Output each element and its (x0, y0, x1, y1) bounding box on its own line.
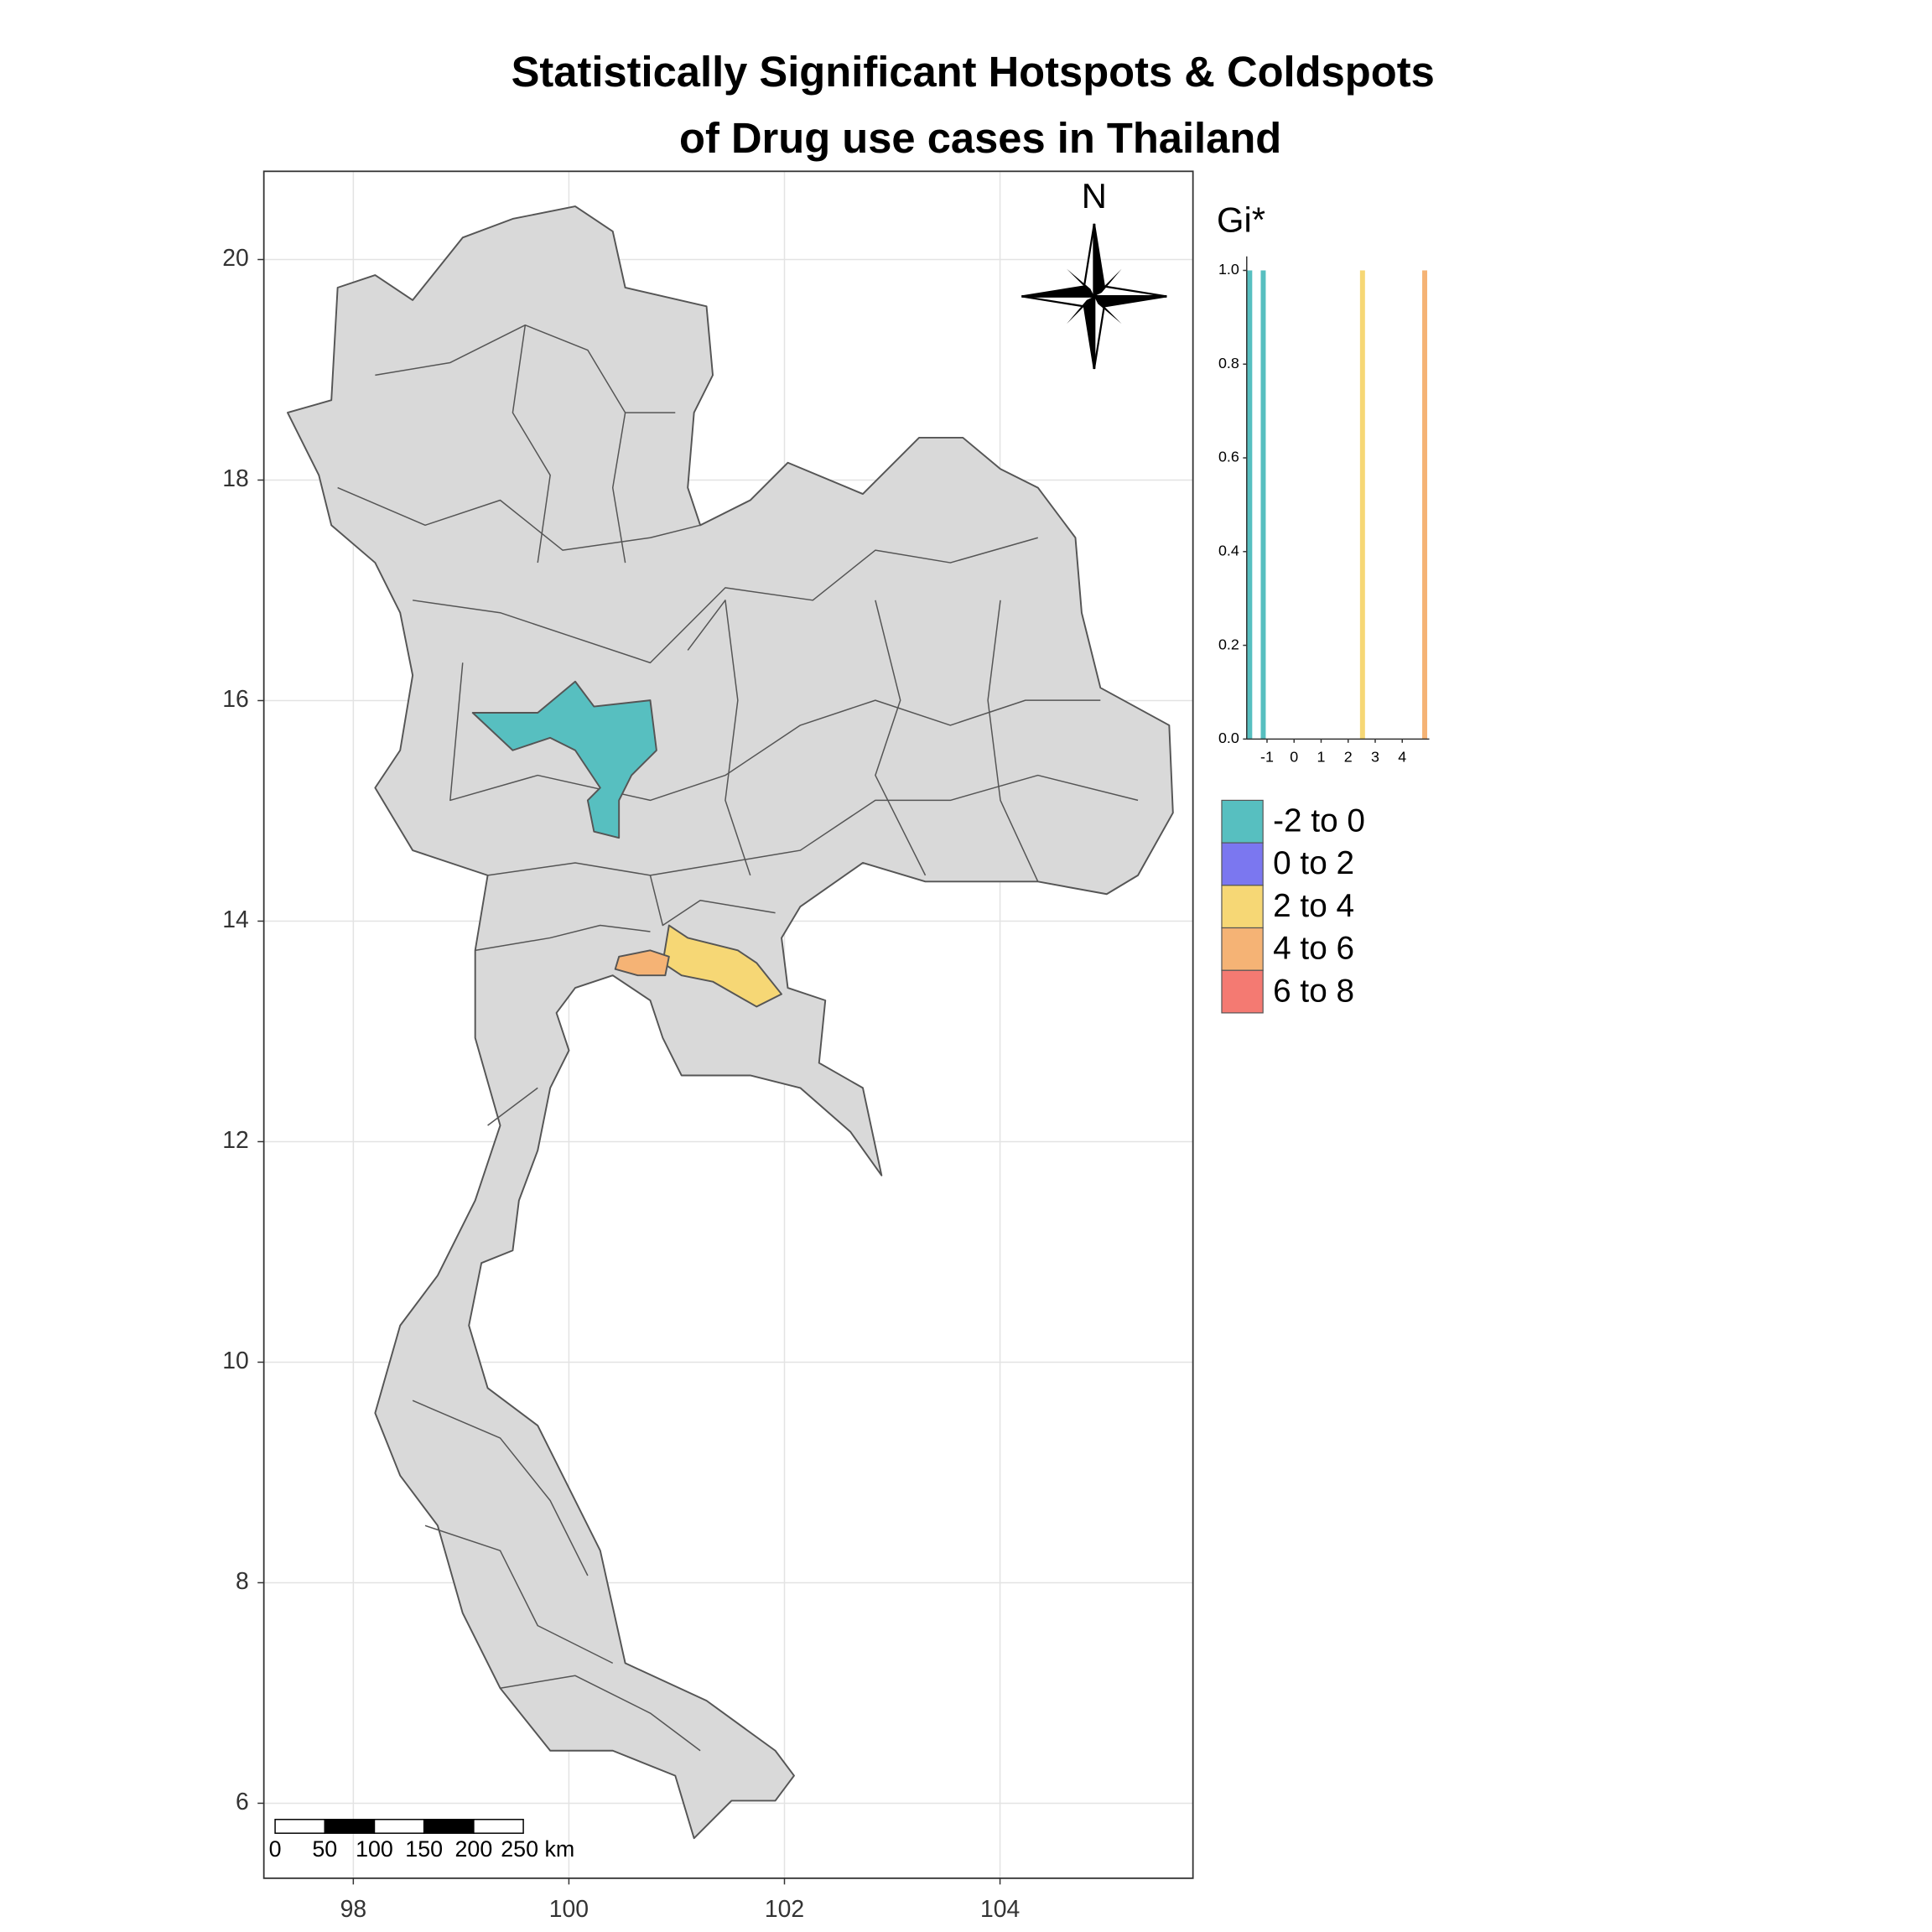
y-tick-label: 0.6 (1218, 449, 1239, 465)
legend-swatch (1221, 842, 1264, 886)
x-tick-label: 104 (980, 1896, 1020, 1923)
x-tick-label: 1 (1317, 748, 1326, 765)
scale-segment (373, 1819, 425, 1834)
province-border (412, 1400, 589, 1576)
y-tick-label: 1.0 (1218, 261, 1239, 278)
province-border (375, 324, 676, 413)
compass-fill (1021, 223, 1167, 369)
y-tick-label: 20 (222, 245, 249, 272)
x-tick-label: 98 (340, 1896, 367, 1923)
y-tick-label: 16 (222, 686, 249, 713)
hotspot-region (662, 924, 783, 1008)
scale-label: 0 (269, 1836, 282, 1862)
province-border (687, 600, 751, 876)
scale-label: 100 (356, 1836, 393, 1862)
y-tick-label: 0.0 (1218, 730, 1239, 746)
x-tick-label: 3 (1371, 748, 1379, 765)
legend-label: 0 to 2 (1273, 845, 1354, 881)
hotspot-region (614, 949, 670, 977)
y-tick-label: 18 (222, 465, 249, 492)
province-border (987, 600, 1039, 882)
x-tick-label: 0 (1290, 748, 1298, 765)
scale-label: 200 (455, 1836, 493, 1862)
legend-label: 2 to 4 (1273, 888, 1354, 924)
country-outline (287, 205, 1174, 1840)
y-tick-label: 10 (222, 1348, 249, 1374)
legend-label: -2 to 0 (1273, 802, 1365, 839)
y-tick-label: 14 (222, 906, 249, 933)
province-border (449, 662, 1101, 802)
scale-segment (473, 1819, 524, 1834)
bar (1359, 270, 1365, 740)
histogram-inset: 0.0 0.2 0.4 0.6 0.8 1.0 -1 0 1 2 3 4 (1218, 256, 1430, 765)
province-border (487, 774, 1139, 876)
title-line: Statistically Significant Hotspots & Col… (512, 48, 1435, 96)
x-tick-label: -1 (1260, 748, 1274, 765)
scale-label: 150 (405, 1836, 443, 1862)
y-tick-label: 8 (236, 1568, 249, 1595)
province-border (424, 1524, 614, 1665)
legend-label: 4 to 6 (1273, 931, 1354, 967)
y-tick-label: 6 (236, 1789, 249, 1815)
y-tick-label: 12 (222, 1127, 249, 1154)
province-border (500, 1675, 701, 1752)
y-tick-label: 0.8 (1218, 355, 1239, 371)
legend: -2 to 0 0 to 2 2 to 4 4 to 6 6 to 8 (1221, 799, 1365, 1014)
map-frame (262, 170, 1194, 1879)
map-axes: 98 100 102 104 6 8 10 12 14 16 18 20 (222, 245, 1020, 1923)
province-border (875, 600, 927, 876)
scale-segment (324, 1819, 376, 1834)
legend-swatch (1221, 969, 1264, 1014)
x-tick-label: 2 (1344, 748, 1353, 765)
scale-label: 50 (312, 1836, 337, 1862)
province-border (475, 924, 651, 952)
legend-swatch (1221, 885, 1264, 929)
y-tick-label: 0.2 (1218, 636, 1239, 652)
hotspot-region (471, 680, 657, 839)
province-border (487, 1087, 538, 1126)
north-label: N (1082, 176, 1107, 216)
bar (1260, 270, 1266, 740)
title-line: of Drug use cases in Thailand (679, 114, 1281, 162)
bar (1422, 270, 1428, 740)
province-border (649, 875, 776, 927)
province-borders (337, 324, 1139, 1752)
x-tick-label: 100 (549, 1896, 589, 1923)
legend-swatch (1221, 927, 1264, 971)
x-tick-label: 102 (765, 1896, 804, 1923)
scale-bar: 0 50 100 150 200 250 km (269, 1819, 574, 1862)
province-border (413, 537, 1038, 664)
legend-title: Gi* (1217, 200, 1265, 239)
legend-label: 6 to 8 (1273, 973, 1354, 1009)
x-tick-label: 4 (1398, 748, 1406, 765)
legend-swatch (1221, 799, 1264, 844)
province-border (611, 412, 626, 564)
north-arrow: N (1021, 176, 1167, 370)
bar (1247, 270, 1253, 740)
scale-segment (423, 1819, 475, 1834)
y-tick-label: 0.4 (1218, 543, 1239, 559)
province-border (337, 486, 701, 551)
map (287, 205, 1174, 1840)
scale-segment (274, 1819, 326, 1834)
province-border (512, 325, 551, 564)
scale-label: 250 km (501, 1836, 574, 1862)
